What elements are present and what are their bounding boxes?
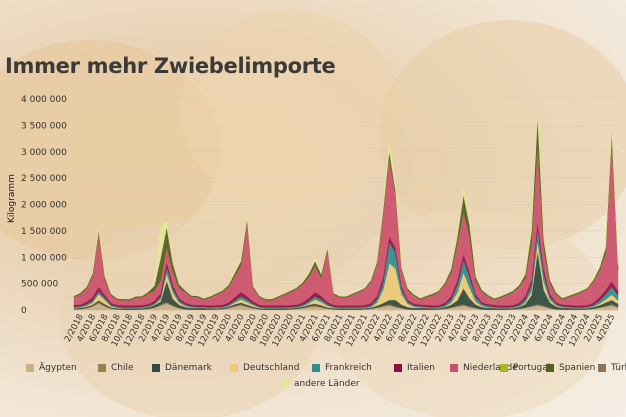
- legend-label: Chile: [111, 363, 134, 373]
- legend-label: Dänemark: [165, 363, 212, 373]
- legend-swatch: [450, 364, 458, 372]
- y-tick-label: 0: [21, 306, 27, 316]
- legend-swatch: [546, 364, 554, 372]
- legend-item: Deutschland: [230, 363, 299, 373]
- y-tick-label: 1 000 000: [21, 253, 67, 263]
- x-tick-labels: 2/20184/20186/20188/201810/201812/20182/…: [63, 313, 617, 349]
- y-tick-label: 3 500 000: [21, 121, 67, 131]
- legend-item: Portugal: [500, 363, 550, 373]
- legend-swatch: [500, 364, 508, 372]
- legend-label: Niederlande: [463, 363, 518, 373]
- chart-title: Immer mehr Zwiebelimporte: [5, 54, 336, 78]
- legend-label: andere Länder: [294, 379, 360, 389]
- legend-swatch: [312, 364, 320, 372]
- legend-swatch: [98, 364, 106, 372]
- legend-item: Spanien: [546, 363, 595, 373]
- y-tick-label: 2 500 000: [21, 174, 67, 184]
- legend-swatch: [26, 364, 34, 372]
- y-tick-label: 500 000: [21, 280, 58, 290]
- legend-swatch: [230, 364, 238, 372]
- y-tick-label: 4 000 000: [21, 95, 67, 105]
- y-tick-label: 2 000 000: [21, 201, 67, 211]
- area-series-andere-länder: [73, 110, 619, 300]
- legend-item: andere Länder: [281, 379, 360, 389]
- legend-swatch: [281, 380, 289, 388]
- legend-item: Frankreich: [312, 363, 372, 373]
- legend-label: Ägypten: [39, 363, 77, 373]
- legend-label: Deutschland: [243, 363, 300, 373]
- y-tick-label: 1 500 000: [21, 227, 67, 237]
- area-series: [73, 110, 619, 311]
- legend-label: Türkei: [611, 363, 626, 373]
- legend-label: Frankreich: [325, 363, 372, 373]
- legend-label: Spanien: [559, 363, 596, 373]
- legend-item: Chile: [98, 363, 134, 373]
- legend-swatch: [598, 364, 606, 372]
- legend: Ägypten Chile Dänemark Deutschland Frankreic…: [26, 360, 626, 416]
- legend-item: Niederlande: [450, 363, 518, 373]
- legend-item: Italien: [394, 363, 435, 373]
- legend-item: Dänemark: [152, 363, 212, 373]
- legend-swatch: [394, 364, 402, 372]
- legend-label: Italien: [407, 363, 435, 373]
- y-tick-labels: 0 500 000 1 000 000 1 500 000 2 000 000 2 500…: [21, 95, 67, 316]
- legend-label: Portugal: [513, 363, 551, 373]
- legend-item: Ägypten: [26, 363, 77, 373]
- legend-item: Türkei: [598, 363, 626, 373]
- legend-swatch: [152, 364, 160, 372]
- y-tick-label: 3 000 000: [21, 148, 67, 158]
